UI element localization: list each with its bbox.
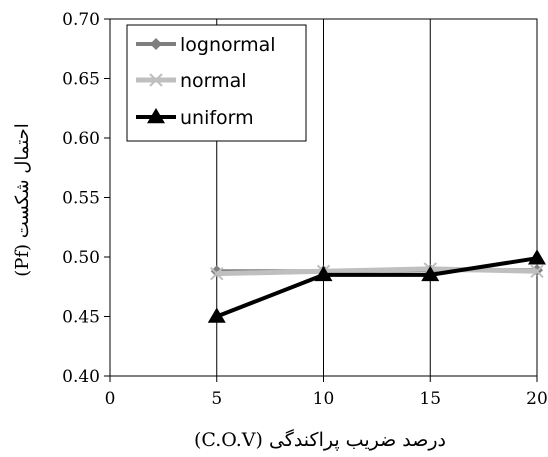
- y-tick-label: 0.70: [62, 10, 100, 30]
- legend-marker-uniform: [147, 108, 165, 124]
- legend-marker-normal: [149, 73, 163, 87]
- y-tick-label: 0.55: [62, 189, 100, 209]
- data-point-normal-5: [210, 266, 224, 281]
- x-tick-label: 10: [313, 389, 335, 409]
- x-tick-label: 15: [419, 389, 441, 409]
- data-point-uniform-5: [207, 307, 226, 323]
- y-tick-label: 0.40: [62, 367, 100, 387]
- series-line-normal: [216, 266, 538, 277]
- marker-stroke: [530, 264, 544, 278]
- y-tick-label: 0.65: [62, 70, 100, 90]
- data-point-uniform-20: [528, 249, 546, 265]
- x-tick-label: 20: [526, 389, 548, 409]
- series-line-uniform: [216, 256, 538, 319]
- legend-marker-lognormal: [150, 38, 162, 50]
- x-tick-label: 5: [211, 389, 222, 409]
- data-point-uniform-10: [314, 265, 333, 282]
- marker-stroke: [210, 266, 224, 281]
- series-group: [207, 249, 546, 323]
- series-uniform: [207, 249, 546, 323]
- legend-label-lognormal: lognormal: [180, 34, 276, 56]
- legend-label-uniform: uniform: [180, 107, 254, 129]
- y-tick-label: 0.45: [62, 308, 100, 328]
- y-tick-labels: 0.40 0.45 0.50 0.55 0.60 0.65 0.70: [62, 10, 100, 387]
- x-axis-title: درصد ضریب پراکندگی (C.O.V): [194, 428, 446, 451]
- legend: lognormal normal uniform: [126, 24, 307, 142]
- axes: [104, 18, 538, 382]
- data-point-uniform-15: [421, 265, 440, 282]
- y-axis-title: احتمال شکست (Pf): [12, 123, 33, 277]
- x-tick-label: 0: [105, 389, 116, 409]
- x-tick-labels: 0 5 10 15 20: [105, 389, 548, 409]
- data-point-normal-20: [530, 264, 544, 278]
- y-tick-label: 0.60: [62, 129, 100, 149]
- legend-label-normal: normal: [180, 70, 247, 92]
- marker-stroke: [149, 73, 163, 87]
- y-tick-label: 0.50: [62, 248, 100, 268]
